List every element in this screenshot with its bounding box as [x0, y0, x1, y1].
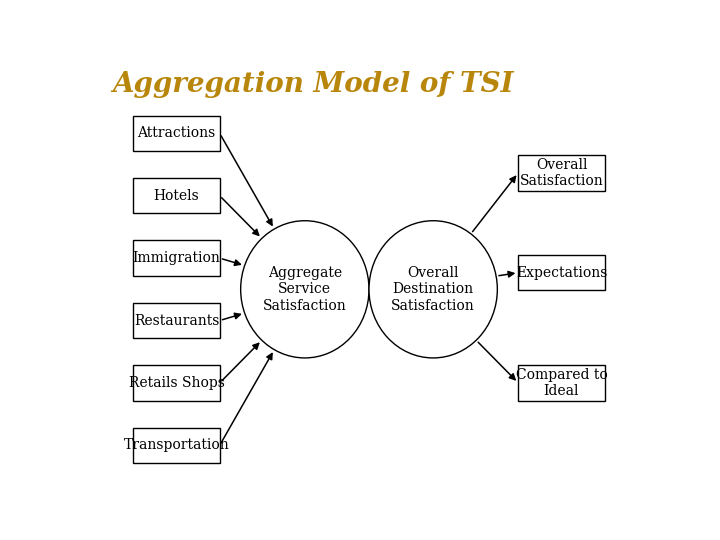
Text: Overall
Destination
Satisfaction: Overall Destination Satisfaction [391, 266, 475, 313]
Text: Expectations: Expectations [516, 266, 607, 280]
Text: Transportation: Transportation [124, 438, 230, 453]
FancyBboxPatch shape [133, 178, 220, 213]
Text: Overall
Satisfaction: Overall Satisfaction [520, 158, 603, 188]
Text: Aggregate
Service
Satisfaction: Aggregate Service Satisfaction [263, 266, 347, 313]
FancyBboxPatch shape [133, 365, 220, 401]
Text: Compared to
Ideal: Compared to Ideal [516, 368, 608, 398]
Ellipse shape [240, 221, 369, 358]
Text: Immigration: Immigration [132, 251, 220, 265]
Text: Attractions: Attractions [138, 126, 215, 140]
Text: Retails Shops: Retails Shops [129, 376, 225, 390]
Text: Hotels: Hotels [153, 189, 199, 203]
Ellipse shape [369, 221, 498, 358]
FancyBboxPatch shape [133, 240, 220, 276]
FancyBboxPatch shape [518, 255, 605, 291]
FancyBboxPatch shape [133, 116, 220, 151]
Text: Aggregation Model of TSI: Aggregation Model of TSI [112, 71, 514, 98]
FancyBboxPatch shape [518, 155, 605, 191]
FancyBboxPatch shape [133, 303, 220, 338]
FancyBboxPatch shape [518, 365, 605, 401]
Text: Restaurants: Restaurants [134, 314, 219, 328]
FancyBboxPatch shape [133, 428, 220, 463]
